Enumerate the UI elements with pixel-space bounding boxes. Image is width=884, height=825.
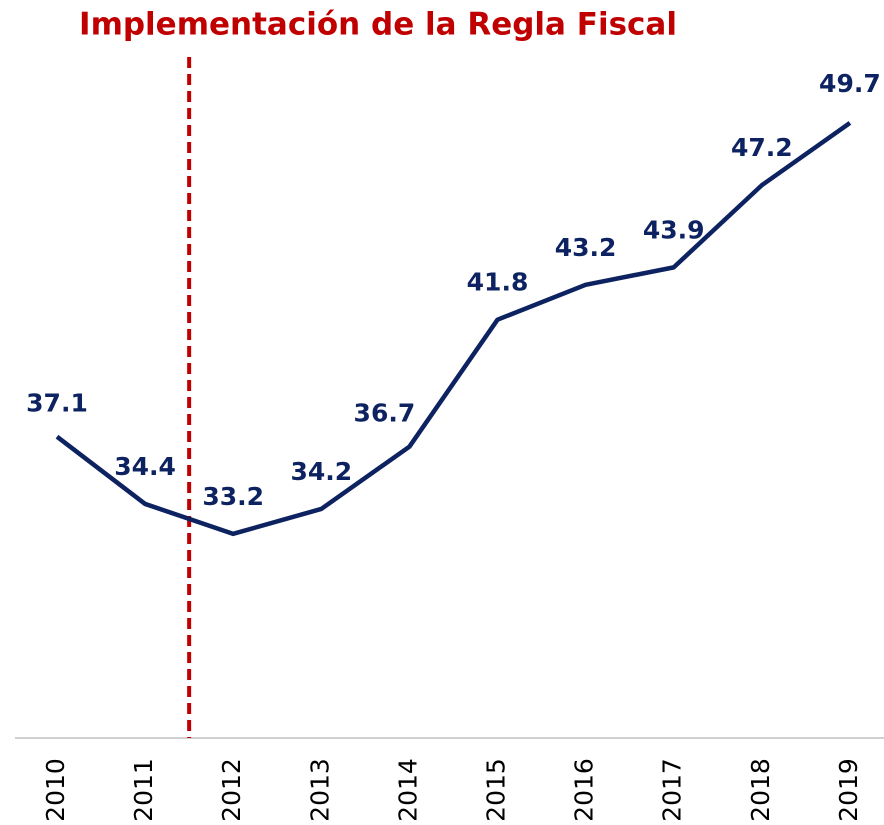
x-tick-label: 2015 (482, 758, 511, 822)
data-label: 47.2 (731, 133, 793, 162)
data-label: 41.8 (467, 268, 529, 297)
x-tick-label: 2010 (41, 758, 70, 822)
x-tick-label: 2018 (746, 758, 775, 822)
annotation: Implementación de la Regla Fiscal (79, 7, 677, 43)
x-tick-label: 2019 (834, 758, 863, 822)
data-label: 34.4 (114, 452, 176, 481)
data-label: 49.7 (819, 69, 881, 98)
x-tick-label: 2017 (658, 758, 687, 822)
x-tick-label: 2013 (305, 758, 334, 822)
data-label: 33.2 (202, 482, 264, 511)
data-label: 43.9 (643, 215, 705, 244)
line (55, 121, 852, 537)
data-label: 37.1 (26, 389, 88, 418)
x-tick-label: 2011 (129, 758, 158, 822)
x-tick-label: 2012 (217, 758, 246, 822)
data-label: 43.2 (555, 233, 617, 262)
x-tick-label: 2016 (570, 758, 599, 822)
data-label: 36.7 (354, 399, 416, 428)
data-label: 34.2 (290, 457, 352, 486)
x-tick-label: 2014 (393, 758, 422, 822)
